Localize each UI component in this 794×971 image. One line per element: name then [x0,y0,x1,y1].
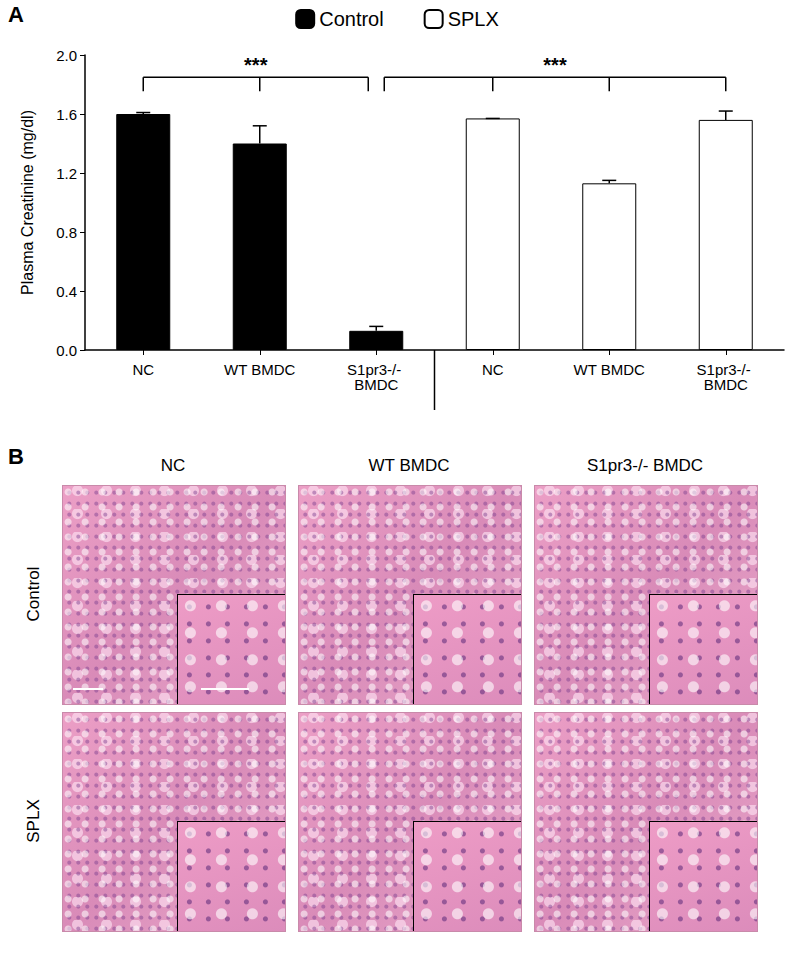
svg-text:NC: NC [132,361,154,378]
svg-text:SPLX: SPLX [448,8,499,30]
svg-text:BMDC: BMDC [354,376,398,393]
svg-text:0.0: 0.0 [56,342,77,359]
svg-text:S1pr3-/-: S1pr3-/- [347,361,406,378]
html-text:S1pr3-/- BMDC: S1pr3-/- BMDC [586,456,704,475]
svg-text:***: *** [543,54,567,76]
svg-text:***: *** [244,54,268,76]
html-text:NC: NC [160,456,186,475]
svg-text:0.8: 0.8 [56,224,77,241]
svg-text:Control: Control [319,8,383,30]
svg-text:2.0: 2.0 [56,47,77,64]
svg-text:BMDC: BMDC [704,376,748,393]
html-text:B: B [8,444,24,469]
svg-text:Plasma Creatinine (mg/dl): Plasma Creatinine (mg/dl) [19,110,36,295]
svg-text:S1pr3-/-: S1pr3-/- [696,361,755,378]
html-text:WT BMDC: WT BMDC [368,456,450,475]
svg-text:WT BMDC: WT BMDC [574,361,646,378]
svg-text:0.4: 0.4 [56,283,77,300]
html-text:A: A [8,2,24,27]
html-text:Control: Control [24,566,43,622]
svg-text:1.6: 1.6 [56,106,77,123]
svg-text:1.2: 1.2 [56,165,77,182]
html-text:SPLX: SPLX [24,799,43,843]
svg-text:WT BMDC: WT BMDC [224,361,296,378]
svg-text:NC: NC [482,361,504,378]
